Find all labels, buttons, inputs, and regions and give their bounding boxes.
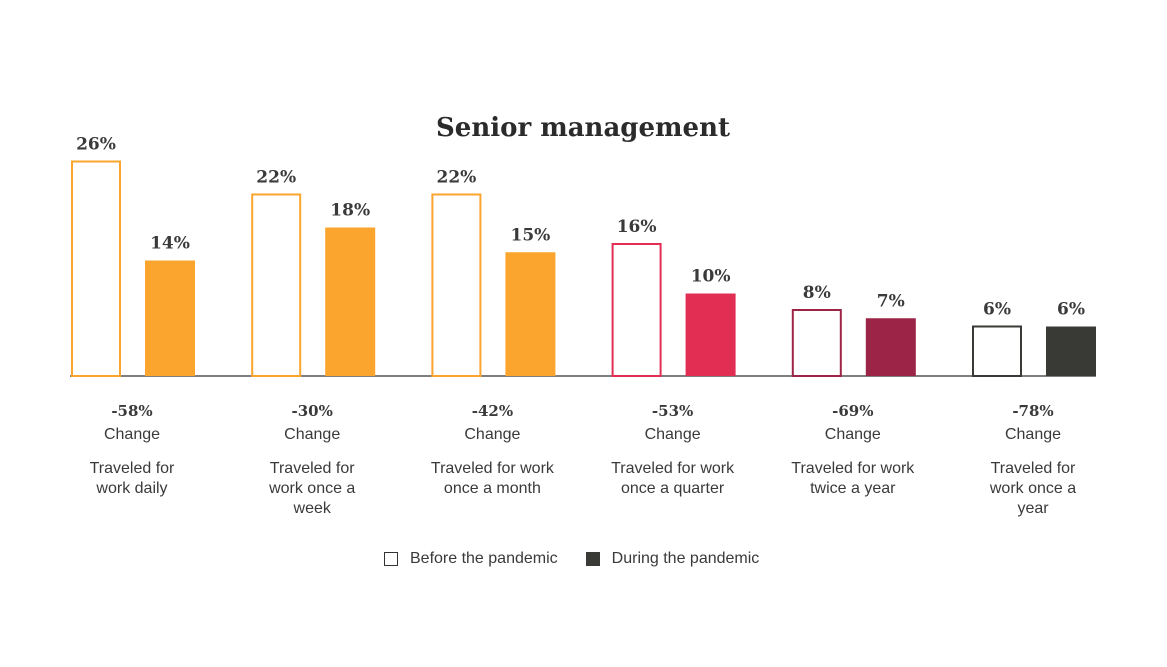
legend-item-before: Before the pandemic (384, 550, 558, 568)
category-label-5-line-2: twice a year (810, 480, 896, 497)
category-label-2-line-1: Traveled for (270, 460, 355, 477)
value-label-during-4: 10% (691, 267, 731, 287)
legend-item-during: During the pandemic (585, 550, 760, 568)
change-word-4: Change (645, 426, 701, 443)
value-label-during-3: 15% (510, 225, 550, 245)
change-value-5: -69% (832, 402, 873, 420)
value-label-before-1: 26% (76, 135, 116, 155)
value-label-during-6: 6% (1057, 300, 1085, 320)
bar-during-1 (145, 260, 195, 376)
change-value-4: -53% (652, 402, 693, 420)
bar-during-4 (685, 293, 736, 376)
bar-during-5 (865, 318, 916, 376)
change-word-6: Change (1005, 426, 1061, 443)
value-label-during-5: 7% (877, 291, 905, 311)
category-label-6-line-2: work once a (989, 480, 1076, 497)
bar-during-3 (505, 252, 556, 376)
category-label-6-line-1: Traveled for (991, 460, 1076, 477)
legend-swatch-during (585, 552, 600, 566)
bar-before-4 (611, 243, 662, 377)
value-label-before-2: 22% (256, 168, 296, 188)
value-label-before-6: 6% (983, 300, 1011, 320)
legend-swatch-before (384, 552, 398, 566)
category-label-6-line-3: year (1017, 500, 1049, 517)
category-label-3-line-2: once a month (444, 480, 541, 497)
change-word-1: Change (104, 426, 160, 443)
change-value-2: -30% (292, 402, 333, 420)
legend: Before the pandemic During the pandemic (384, 550, 787, 568)
value-label-during-1: 14% (150, 234, 190, 254)
category-label-4-line-1: Traveled for work (611, 460, 735, 477)
category-label-3-line-1: Traveled for work (431, 460, 555, 477)
category-label-1-line-2: work daily (95, 480, 167, 497)
change-word-2: Change (284, 426, 340, 443)
value-label-before-5: 8% (803, 283, 831, 303)
value-label-during-2: 18% (330, 201, 370, 221)
bar-before-1 (71, 160, 121, 377)
change-value-6: -78% (1012, 402, 1053, 420)
chart-title: Senior management (436, 113, 730, 143)
change-value-3: -42% (472, 402, 513, 420)
value-label-before-4: 16% (617, 217, 657, 237)
change-word-3: Change (464, 426, 520, 443)
legend-label-during: During the pandemic (611, 550, 760, 567)
bar-before-5 (791, 309, 842, 377)
bar-during-6 (1046, 326, 1096, 376)
category-label-2-line-2: work once a (268, 480, 355, 497)
category-label-2-line-3: week (293, 500, 332, 517)
change-value-1: -58% (111, 402, 152, 420)
bar-before-6 (972, 325, 1022, 377)
value-label-before-3: 22% (436, 168, 476, 188)
bar-during-2 (325, 227, 376, 376)
category-label-1-line-1: Traveled for (90, 460, 175, 477)
change-word-5: Change (825, 426, 881, 443)
category-label-5-line-1: Traveled for work (791, 460, 915, 477)
bar-before-2 (251, 193, 302, 377)
category-label-4-line-2: once a quarter (621, 480, 725, 497)
legend-label-before: Before the pandemic (410, 550, 558, 567)
bar-before-3 (431, 193, 482, 377)
